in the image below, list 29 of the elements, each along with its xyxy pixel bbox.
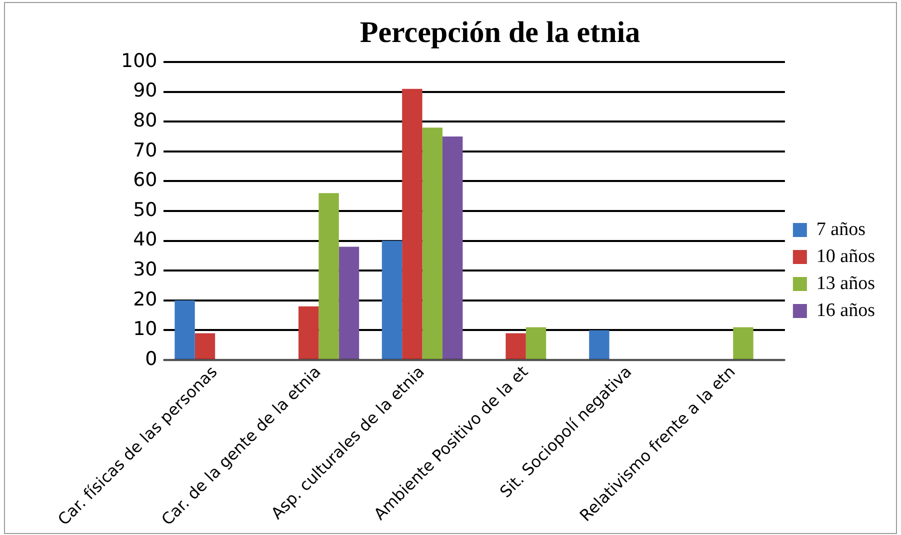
bar xyxy=(506,333,526,360)
y-tick-label: 100 xyxy=(121,50,158,72)
y-tick-label: 10 xyxy=(133,318,158,340)
y-tick-label: 30 xyxy=(133,258,158,281)
bar xyxy=(402,88,422,360)
bar xyxy=(318,193,339,360)
y-tick-label: 90 xyxy=(133,80,158,102)
bar xyxy=(382,240,402,360)
chart-title: Percepción de la etnia xyxy=(360,16,640,49)
y-tick-label: 0 xyxy=(145,348,158,370)
bar xyxy=(526,327,546,360)
legend-label: 7 años xyxy=(816,218,866,240)
legend-label: 10 años xyxy=(816,246,875,267)
y-tick-label: 80 xyxy=(133,110,158,132)
bar xyxy=(338,246,360,360)
y-tick-label: 50 xyxy=(133,198,158,221)
bar xyxy=(298,306,319,360)
bar xyxy=(422,128,442,360)
y-tick-label: 70 xyxy=(133,139,158,162)
bar xyxy=(194,333,216,360)
y-tick-label: 20 xyxy=(133,288,158,310)
bar xyxy=(589,330,610,360)
bar xyxy=(174,300,195,360)
legend-label: 16 años xyxy=(816,300,875,321)
y-tick-label: 60 xyxy=(133,169,158,192)
y-tick-label: 40 xyxy=(133,228,158,251)
legend-label: 13 años xyxy=(816,272,875,294)
bar xyxy=(733,327,754,360)
bar xyxy=(442,136,463,360)
